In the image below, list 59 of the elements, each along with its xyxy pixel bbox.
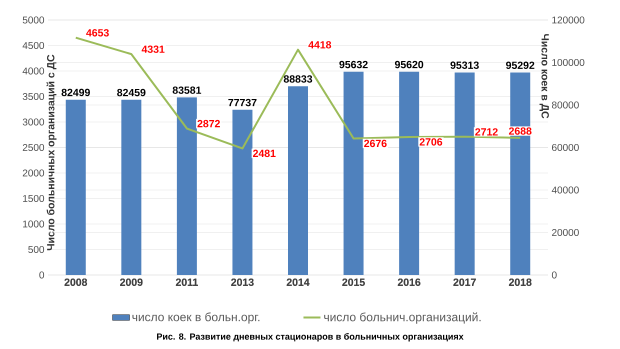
bar — [176, 97, 197, 275]
y-tick-label: 1000 — [23, 220, 44, 228]
data-label: 2481 — [253, 150, 276, 158]
y2-tick-label: 20000 — [552, 228, 579, 236]
legend-label: число коек в больн.орг. — [132, 312, 260, 324]
data-label: 95632 — [339, 60, 368, 68]
y-tick-label: 2000 — [22, 169, 44, 177]
y-tick-label: 0 — [39, 271, 44, 279]
x-tick-label: 2008 — [64, 278, 88, 286]
y-tick-label: 500 — [28, 246, 44, 254]
y-tick-label: 4000 — [22, 67, 44, 75]
bar — [66, 100, 86, 275]
data-label: 83581 — [172, 86, 202, 94]
data-label: 77737 — [228, 98, 257, 106]
data-label: 2676 — [364, 140, 387, 148]
data-label: 4653 — [86, 29, 109, 37]
y-tick-label: 5000 — [22, 16, 44, 24]
bar — [510, 72, 530, 275]
y-axis-title: Число больничных организаций с ДС — [46, 54, 56, 250]
x-tick-label: 2017 — [453, 278, 476, 286]
y2-tick-label: 80000 — [552, 101, 579, 109]
data-label: 2712 — [475, 128, 498, 136]
y2-axis-title: Число коек в ДС — [540, 34, 549, 118]
y2-tick-label: 0 — [552, 271, 557, 279]
x-tick-label: 2018 — [508, 278, 532, 286]
x-tick-label: 2009 — [120, 278, 143, 286]
data-label: 2706 — [420, 138, 442, 146]
bar — [232, 110, 252, 275]
data-label: 88833 — [284, 75, 312, 83]
x-tick-label: 2011 — [176, 278, 198, 286]
bar — [288, 86, 308, 275]
bar — [344, 72, 364, 275]
text: Рис. 8. Развитие дневных стационаров в больничных организациях — [157, 333, 464, 342]
data-label: 95620 — [394, 60, 424, 68]
y2-tick-label: 120000 — [552, 16, 584, 24]
bar — [454, 72, 475, 275]
y-tick-label: 3500 — [22, 92, 44, 100]
x-tick-label: 2013 — [231, 278, 254, 286]
x-tick-label: 2015 — [342, 278, 365, 286]
y2-tick-label: 60000 — [552, 144, 579, 152]
y-tick-label: 3000 — [22, 118, 44, 126]
y-tick-label: 2500 — [22, 144, 44, 152]
data-label: 4418 — [308, 41, 332, 48]
y-tick-label: 4500 — [22, 42, 44, 50]
y2-tick-label: 100000 — [552, 58, 584, 66]
x-tick-label: 2014 — [286, 278, 310, 286]
bar — [121, 100, 142, 275]
y-tick-label: 1500 — [23, 194, 44, 202]
data-label: 82459 — [117, 88, 146, 96]
y2-tick-label: 40000 — [552, 186, 579, 194]
legend-label: число больнич.организаций. — [324, 312, 481, 324]
data-label: 95313 — [450, 62, 479, 69]
data-label: 4331 — [142, 46, 164, 53]
bar — [399, 72, 420, 275]
data-label: 95292 — [506, 62, 534, 69]
data-label: 82499 — [62, 88, 90, 96]
x-tick-label: 2016 — [398, 278, 420, 286]
data-label: 2872 — [197, 120, 220, 128]
data-label: 2688 — [508, 127, 532, 135]
